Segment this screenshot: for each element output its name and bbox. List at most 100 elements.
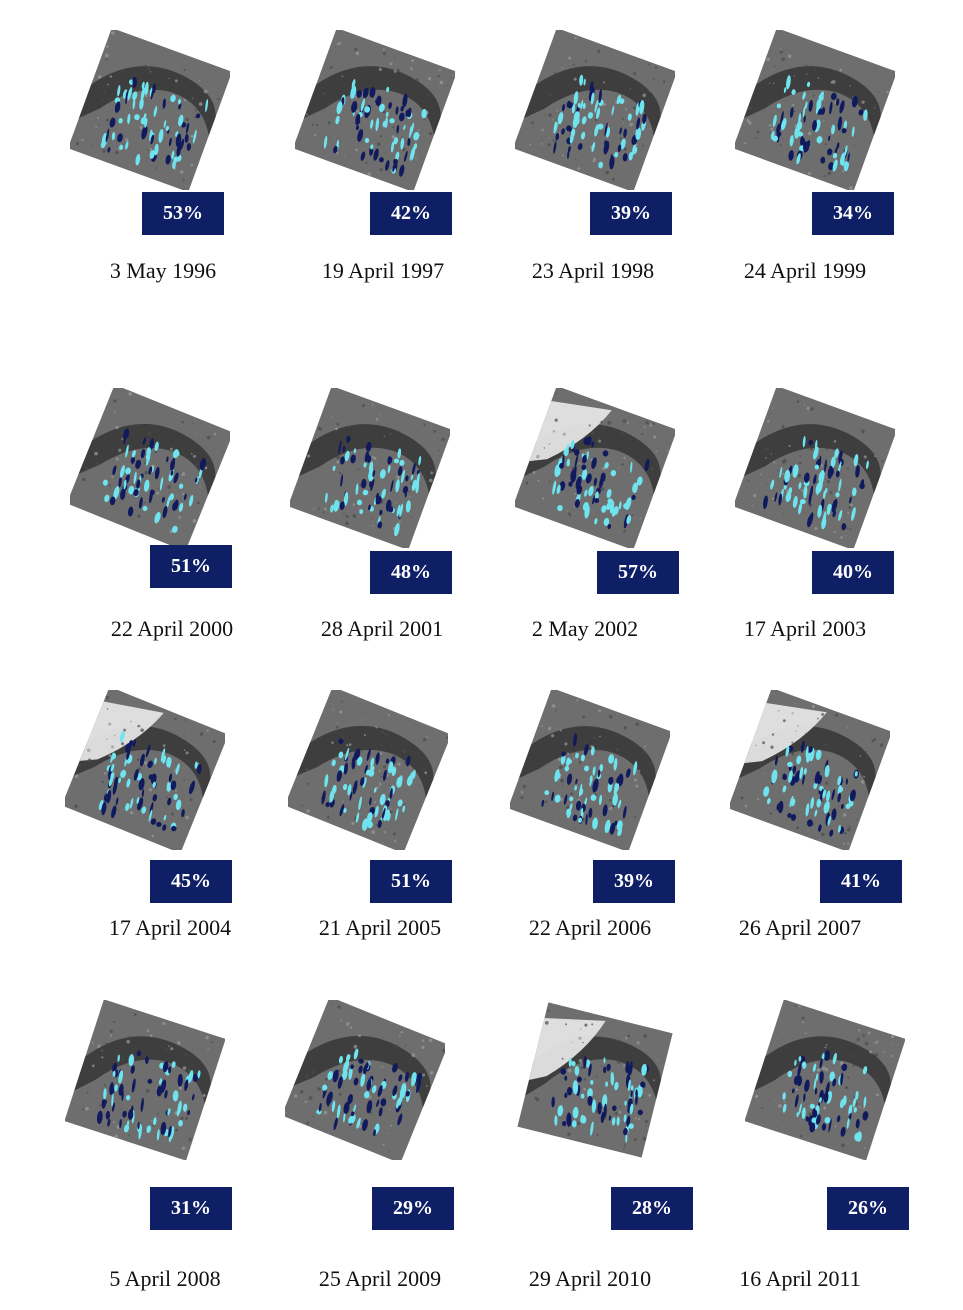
thaw-lake	[368, 504, 371, 511]
terrain-speckle	[619, 1049, 621, 1052]
terrain-speckle	[364, 1055, 365, 1057]
thaw-lake	[184, 133, 189, 143]
terrain-speckle	[823, 1106, 827, 1110]
thaw-lake	[609, 822, 616, 835]
thaw-lake	[624, 1100, 627, 1106]
terrain-speckle	[600, 420, 603, 424]
terrain-speckle	[128, 445, 132, 449]
terrain-speckle	[430, 427, 432, 429]
terrain-speckle	[108, 100, 111, 102]
thaw-lake	[821, 1123, 827, 1131]
thaw-lake	[323, 135, 328, 149]
terrain-speckle	[101, 1056, 104, 1059]
terrain-speckle	[375, 433, 378, 436]
terrain-speckle	[426, 736, 429, 739]
terrain-speckle	[322, 511, 325, 514]
thaw-lake	[359, 509, 364, 515]
terrain-speckle	[751, 504, 754, 507]
terrain-speckle	[777, 470, 779, 472]
thaw-lake	[197, 1070, 201, 1079]
thaw-lake	[835, 98, 840, 106]
thaw-lake	[115, 797, 119, 806]
date-caption: 2 May 2002	[531, 616, 639, 641]
thaw-lake	[171, 150, 175, 160]
terrain-speckle	[805, 732, 807, 734]
thaw-lake	[170, 459, 176, 471]
thaw-lake	[125, 743, 132, 753]
scene-svg	[735, 30, 895, 190]
thaw-lake	[611, 1105, 617, 1112]
terrain-speckle	[791, 712, 794, 715]
terrain-speckle	[191, 95, 194, 98]
thaw-lake	[566, 808, 572, 817]
terrain-speckle	[520, 791, 524, 794]
thaw-lake	[167, 1108, 171, 1116]
terrain-speckle	[807, 131, 812, 136]
terrain-speckle	[654, 66, 658, 69]
thaw-lake	[578, 817, 582, 823]
terrain-speckle	[632, 106, 637, 110]
terrain-speckle	[603, 81, 606, 84]
thaw-lake	[127, 506, 134, 517]
thaw-lake	[366, 812, 373, 824]
thaw-lake	[142, 505, 148, 512]
terrain-speckle	[552, 139, 555, 142]
thaw-lake	[125, 90, 128, 105]
thaw-lake	[853, 1107, 857, 1113]
terrain-speckle	[415, 157, 417, 159]
terrain-speckle	[833, 440, 837, 443]
terrain-speckle	[795, 1088, 799, 1091]
thaw-lake	[128, 1054, 135, 1067]
terrain-speckle	[598, 709, 602, 713]
terrain-speckle	[389, 431, 394, 436]
thaw-lake	[605, 1081, 609, 1087]
thaw-lake	[599, 763, 604, 772]
terrain-speckle	[157, 1113, 159, 1115]
terrain-speckle	[307, 454, 311, 458]
thaw-lake	[794, 1094, 799, 1108]
terrain-speckle	[779, 144, 782, 146]
thaw-lake	[186, 142, 192, 151]
coverage-badge: 40%	[812, 551, 894, 594]
thaw-lake	[150, 818, 157, 825]
thaw-lake	[397, 448, 402, 459]
river-channel	[303, 66, 441, 136]
terrain-speckle	[879, 743, 884, 747]
thaw-lake	[584, 489, 588, 497]
thaw-lake	[377, 819, 382, 829]
terrain-speckle	[112, 1020, 115, 1023]
terrain-speckle	[181, 472, 186, 476]
terrain-speckle	[210, 1041, 213, 1044]
thaw-lake	[393, 158, 398, 165]
terrain-speckle	[162, 744, 166, 748]
thaw-lake	[128, 485, 135, 495]
thaw-lake	[373, 787, 377, 793]
thaw-lake	[580, 754, 585, 762]
scene-svg	[735, 388, 895, 548]
thaw-lake	[785, 745, 790, 757]
terrain-speckle	[560, 778, 564, 783]
terrain-speckle	[378, 769, 381, 772]
river-channel	[518, 726, 656, 796]
thaw-lake	[412, 462, 416, 475]
thaw-lake	[120, 488, 126, 500]
thaw-lake	[341, 1072, 345, 1079]
river-channel	[78, 423, 216, 496]
terrain-speckle	[74, 774, 79, 778]
thaw-lake	[167, 797, 172, 806]
terrain-speckle	[635, 784, 639, 788]
thaw-lake	[820, 156, 826, 164]
terrain-speckle	[633, 72, 637, 76]
terrain-speckle	[860, 779, 865, 784]
thaw-lake	[150, 134, 155, 145]
thaw-lake	[598, 88, 602, 103]
terrain-speckle	[377, 142, 381, 146]
thaw-lake	[402, 485, 409, 494]
terrain-speckle	[409, 496, 411, 498]
terrain-speckle	[178, 115, 180, 117]
thaw-lake	[591, 441, 595, 448]
thaw-lake	[802, 774, 805, 785]
terrain-speckle	[652, 422, 655, 426]
terrain-speckle	[113, 734, 116, 737]
terrain-speckle	[638, 769, 641, 772]
